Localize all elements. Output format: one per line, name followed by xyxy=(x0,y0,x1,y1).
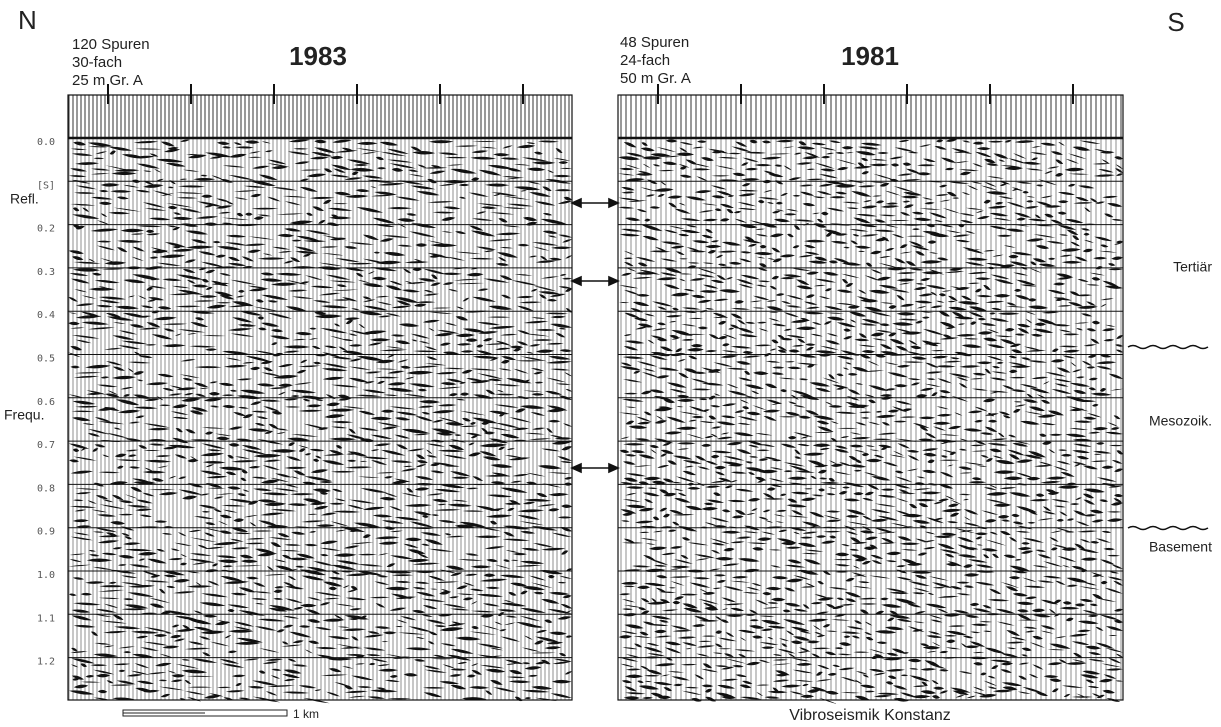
unit-label: Basement xyxy=(1149,539,1212,555)
caption: Vibroseismik Konstanz xyxy=(789,707,951,724)
seismic-section xyxy=(617,84,1124,705)
time-label: 0.0 xyxy=(37,137,55,148)
left-info: 25 m Gr. A xyxy=(72,72,143,89)
time-label: 0.5 xyxy=(37,354,55,365)
right-year: 1981 xyxy=(841,41,899,71)
north-label: N xyxy=(18,5,37,35)
unit-label: Mesozoik. xyxy=(1149,413,1212,429)
frequ-label: Frequ. xyxy=(4,407,44,423)
left-year: 1983 xyxy=(289,41,347,71)
right-info: 24-fach xyxy=(620,52,670,69)
time-axis: 0.0 [S] 0.2 0.3 0.4 0.5 0.6 0.7 0.8 0.9 1.0 1.1 1.2 xyxy=(37,137,55,668)
scale-label: 1 km xyxy=(293,707,319,721)
left-info: 120 Spuren xyxy=(72,36,150,53)
right-info: 50 m Gr. A xyxy=(620,70,691,87)
time-label: [S] xyxy=(37,180,55,191)
trace-header xyxy=(68,95,572,138)
trace-header xyxy=(618,95,1123,138)
seismic-section xyxy=(67,84,573,704)
time-label: 0.6 xyxy=(37,397,55,408)
south-label: S xyxy=(1167,7,1184,37)
boundaries xyxy=(1127,344,1209,531)
arrows xyxy=(570,197,620,474)
trace-field xyxy=(618,138,1123,700)
time-label: 1.0 xyxy=(37,570,55,581)
time-label: 1.1 xyxy=(37,613,55,624)
scale-bar xyxy=(122,709,288,717)
time-label: 0.7 xyxy=(37,440,55,451)
time-label: 0.9 xyxy=(37,527,55,538)
units: Tertiär Mesozoik. Basement xyxy=(1149,259,1212,555)
unit-label: Tertiär xyxy=(1173,259,1212,275)
time-label: 0.4 xyxy=(37,310,55,321)
refl-label: Refl. xyxy=(10,191,39,207)
sections: 0.0 [S] 0.2 0.3 0.4 0.5 0.6 0.7 0.8 0.9 1.0 1.1 1.2 T… xyxy=(37,84,1212,705)
time-label: 0.8 xyxy=(37,483,55,494)
left-info: 30-fach xyxy=(72,54,122,71)
wavelets xyxy=(618,138,1123,705)
right-info: 48 Spuren xyxy=(620,34,689,51)
time-label: 0.2 xyxy=(37,224,55,235)
time-label: 1.2 xyxy=(37,657,55,668)
time-label: 0.3 xyxy=(37,267,55,278)
panel-frame xyxy=(67,94,573,701)
panel-frame xyxy=(617,94,1124,701)
